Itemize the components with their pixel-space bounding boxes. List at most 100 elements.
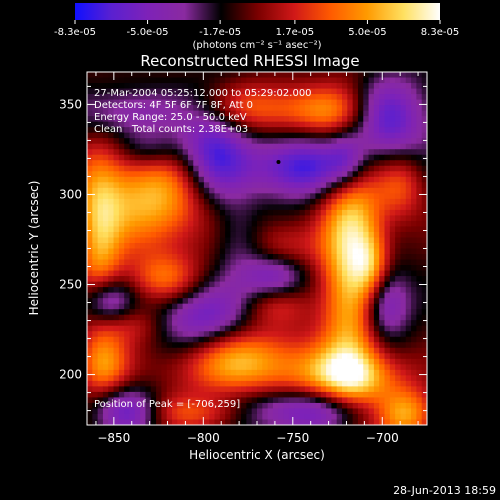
heatmap-cell bbox=[166, 254, 173, 260]
heatmap-cell bbox=[102, 193, 109, 200]
heatmap-cell bbox=[421, 176, 427, 183]
heatmap-cell bbox=[150, 347, 157, 354]
heatmap-cell bbox=[161, 325, 168, 332]
heatmap-cell bbox=[384, 242, 391, 249]
heatmap-cell bbox=[347, 105, 354, 112]
heatmap-cell bbox=[278, 121, 284, 128]
heatmap-cell bbox=[166, 270, 173, 277]
heatmap-cell bbox=[209, 204, 215, 211]
x-tick-label: −750 bbox=[276, 431, 309, 445]
heatmap-cell bbox=[395, 127, 401, 134]
heatmap-cell bbox=[416, 380, 423, 387]
heatmap-cell bbox=[278, 309, 284, 316]
heatmap-cell bbox=[357, 369, 364, 376]
heatmap-cell bbox=[288, 287, 295, 294]
heatmap-cell bbox=[187, 110, 194, 117]
heatmap-cell bbox=[92, 336, 99, 343]
heatmap-cell bbox=[108, 259, 114, 266]
heatmap-cell bbox=[294, 94, 300, 100]
heatmap-cell bbox=[283, 99, 290, 106]
heatmap-cell bbox=[118, 254, 125, 260]
heatmap-cell bbox=[92, 72, 99, 78]
heatmap-cell bbox=[352, 88, 359, 95]
heatmap-cell bbox=[272, 303, 279, 310]
heatmap-cell bbox=[118, 287, 125, 294]
heatmap-cell bbox=[92, 242, 99, 249]
heatmap-cell bbox=[129, 331, 136, 338]
heatmap-cell bbox=[129, 72, 136, 78]
heatmap-cell bbox=[150, 83, 157, 89]
heatmap-cell bbox=[140, 336, 146, 343]
heatmap-cell bbox=[187, 182, 194, 189]
heatmap-cell bbox=[145, 281, 152, 288]
heatmap-cell bbox=[113, 331, 120, 338]
heatmap-cell bbox=[283, 397, 290, 404]
heatmap-cell bbox=[389, 149, 396, 156]
heatmap-cell bbox=[352, 320, 359, 327]
heatmap-cell bbox=[118, 369, 125, 376]
heatmap-cell bbox=[140, 380, 146, 387]
heatmap-cell bbox=[182, 165, 189, 172]
heatmap-cell bbox=[347, 292, 354, 299]
heatmap-cell bbox=[235, 143, 242, 150]
heatmap-cell bbox=[235, 358, 242, 365]
heatmap-cell bbox=[315, 408, 322, 415]
heatmap-cell bbox=[421, 182, 427, 189]
heatmap-cell bbox=[246, 116, 253, 123]
heatmap-cell bbox=[347, 391, 354, 398]
heatmap-cell bbox=[257, 171, 263, 178]
heatmap-cell bbox=[182, 88, 189, 95]
heatmap-cell bbox=[400, 358, 407, 365]
heatmap-cell bbox=[363, 419, 369, 425]
heatmap-cell bbox=[124, 154, 130, 161]
heatmap-cell bbox=[304, 259, 311, 266]
heatmap-cell bbox=[384, 215, 391, 222]
heatmap-cell bbox=[336, 314, 343, 321]
heatmap-cell bbox=[102, 413, 109, 420]
heatmap-cell bbox=[182, 287, 189, 294]
heatmap-cell bbox=[140, 358, 146, 365]
heatmap-cell bbox=[299, 336, 306, 343]
heatmap-cell bbox=[411, 94, 417, 100]
heatmap-cell bbox=[134, 309, 141, 316]
heatmap-cell bbox=[230, 215, 237, 222]
heatmap-cell bbox=[225, 154, 231, 161]
heatmap-cell bbox=[177, 116, 184, 123]
heatmap-cell bbox=[368, 110, 375, 117]
heatmap-cell bbox=[118, 336, 125, 343]
heatmap-cell bbox=[129, 298, 136, 305]
heatmap-cell bbox=[310, 176, 316, 183]
heatmap-cell bbox=[235, 254, 242, 260]
heatmap-cell bbox=[405, 309, 412, 316]
heatmap-cell bbox=[156, 143, 162, 150]
heatmap-cell bbox=[97, 171, 104, 178]
heatmap-cell bbox=[384, 165, 391, 172]
heatmap-cell bbox=[389, 347, 396, 354]
heatmap-cell bbox=[421, 231, 427, 238]
heatmap-cell bbox=[203, 375, 210, 382]
heatmap-cell bbox=[294, 242, 300, 249]
heatmap-cell bbox=[411, 132, 417, 139]
heatmap-cell bbox=[315, 281, 322, 288]
heatmap-cell bbox=[129, 127, 136, 134]
heatmap-cell bbox=[262, 105, 269, 112]
heatmap-cell bbox=[395, 176, 401, 183]
heatmap-cell bbox=[336, 193, 343, 200]
heatmap-cell bbox=[187, 259, 194, 266]
heatmap-cell bbox=[336, 171, 343, 178]
heatmap-cell bbox=[267, 127, 274, 134]
heatmap-cell bbox=[331, 72, 338, 78]
heatmap-cell bbox=[140, 298, 146, 305]
heatmap-cell bbox=[294, 116, 300, 123]
heatmap-cell bbox=[182, 314, 189, 321]
heatmap-cell bbox=[272, 77, 279, 84]
heatmap-cell bbox=[129, 270, 136, 277]
heatmap-cell bbox=[235, 419, 242, 425]
heatmap-cell bbox=[304, 331, 311, 338]
heatmap-cell bbox=[411, 182, 417, 189]
heatmap-cell bbox=[219, 353, 226, 360]
heatmap-cell bbox=[134, 358, 141, 365]
heatmap-cell bbox=[124, 132, 130, 139]
heatmap-cell bbox=[416, 171, 423, 178]
heatmap-cell bbox=[230, 176, 237, 183]
